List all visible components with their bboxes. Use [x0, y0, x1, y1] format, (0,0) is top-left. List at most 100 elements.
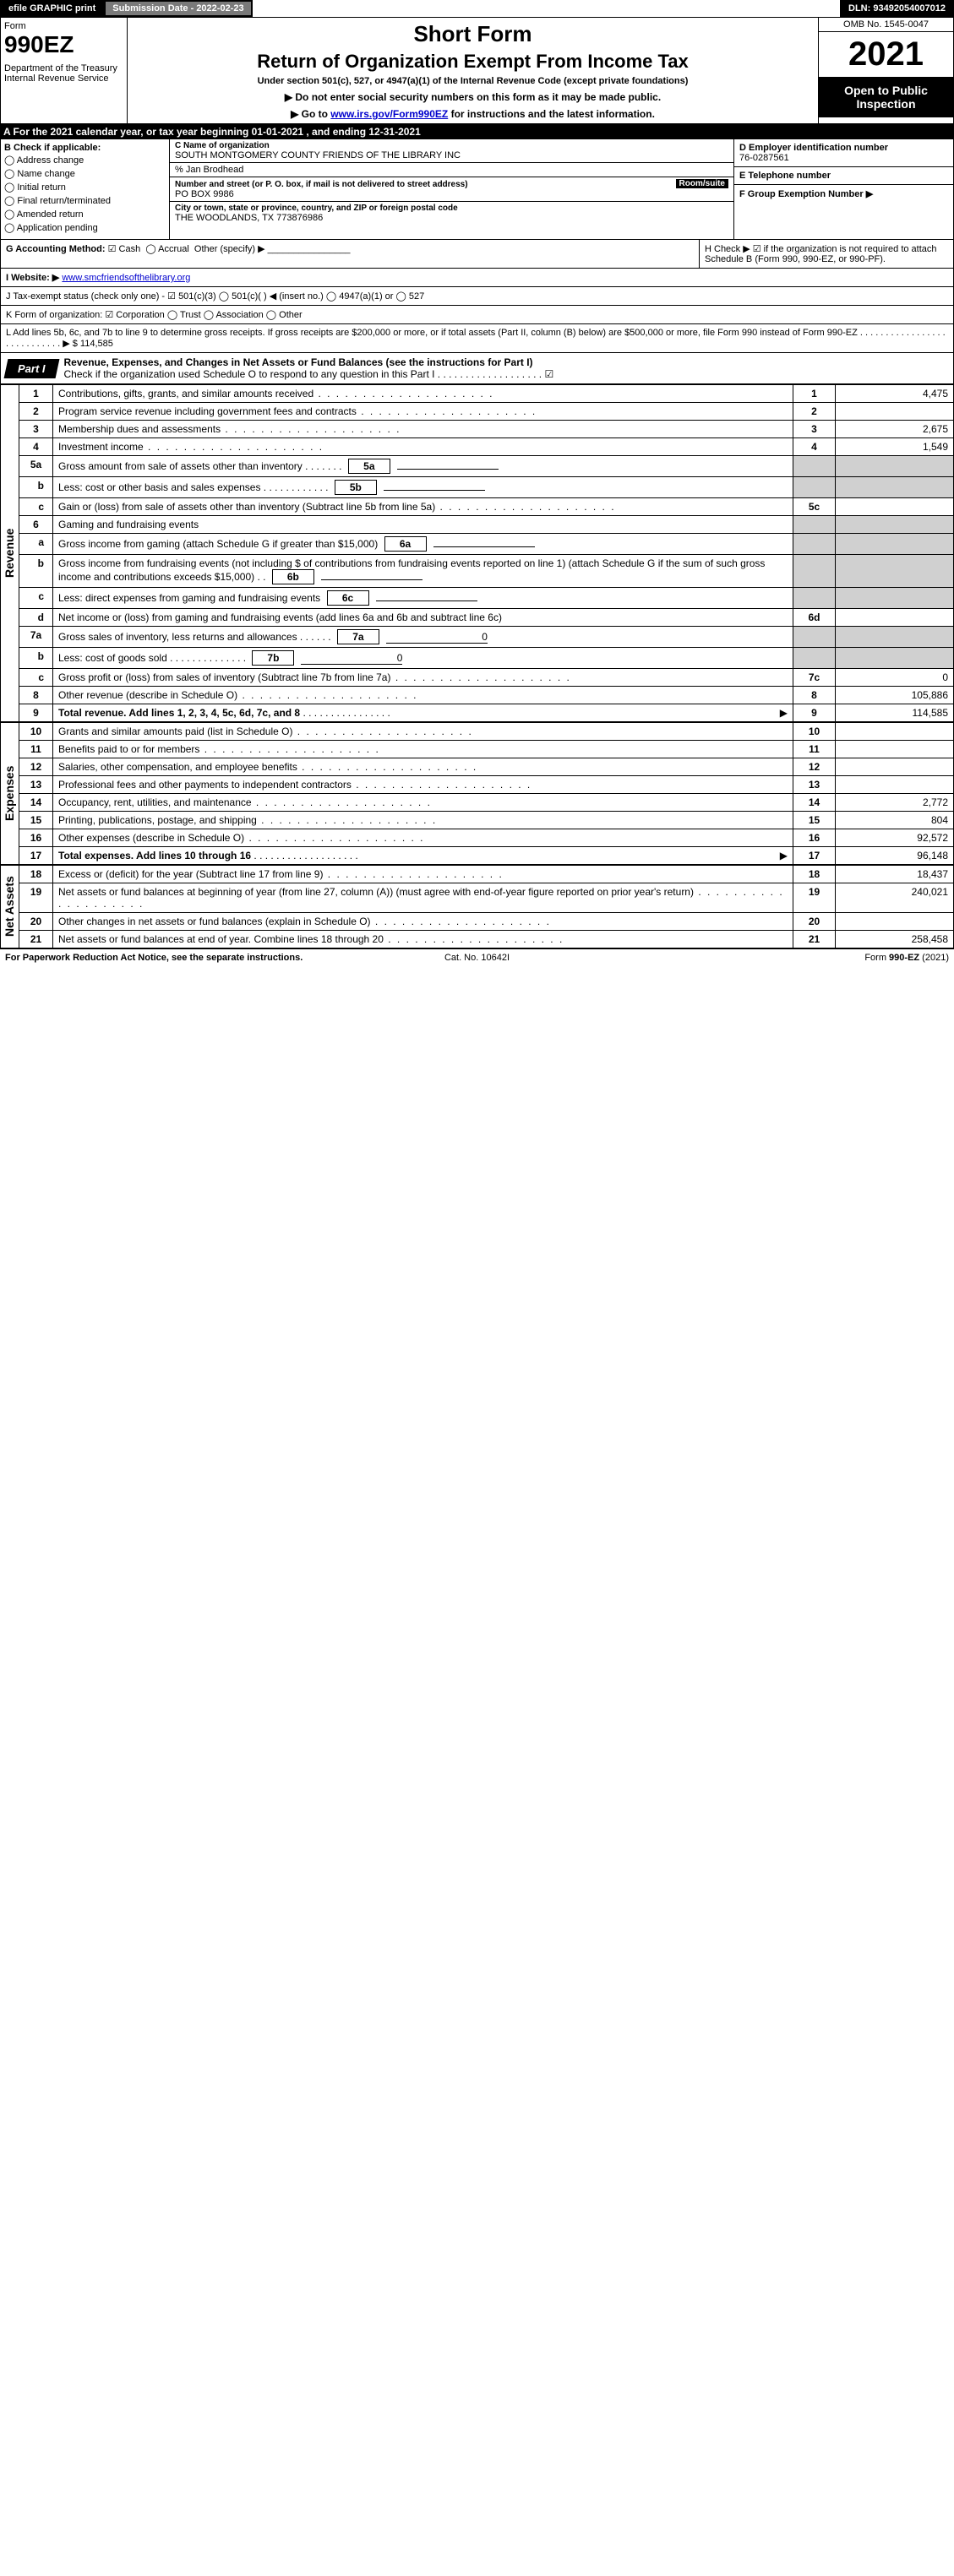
subtitle-3: ▶ Go to www.irs.gov/Form990EZ for instru…: [134, 108, 811, 120]
subtitle-2: ▶ Do not enter social security numbers o…: [134, 91, 811, 103]
l18-n: 18: [19, 866, 53, 883]
l12-ln: 12: [793, 758, 836, 776]
l9-arrow: ▶: [780, 707, 788, 719]
website-link[interactable]: www.smcfriendsofthelibrary.org: [62, 273, 190, 283]
irs-link[interactable]: www.irs.gov/Form990EZ: [330, 108, 448, 120]
line-19: 19Net assets or fund balances at beginni…: [19, 883, 954, 913]
l8-d: Other revenue (describe in Schedule O): [53, 687, 793, 704]
l6a-bamt: [433, 546, 535, 547]
l8-ln: 8: [793, 687, 836, 704]
l9-txt: Total revenue. Add lines 1, 2, 3, 4, 5c,…: [58, 707, 300, 719]
row-k: K Form of organization: ☑ Corporation ◯ …: [0, 306, 954, 324]
tel-lbl: E Telephone number: [739, 171, 948, 181]
l12-n: 12: [19, 758, 53, 776]
l5b-d: Less: cost or other basis and sales expe…: [53, 477, 793, 498]
org-name-line: C Name of organization SOUTH MONTGOMERY …: [170, 139, 733, 163]
l6a-d: Gross income from gaming (attach Schedul…: [53, 534, 793, 555]
line-7c: cGross profit or (loss) from sales of in…: [19, 669, 954, 687]
l7b-d: Less: cost of goods sold . . . . . . . .…: [53, 648, 793, 669]
l7c-d: Gross profit or (loss) from sales of inv…: [53, 669, 793, 687]
l13-d: Professional fees and other payments to …: [53, 776, 793, 794]
l6-d: Gaming and fundraising events: [53, 516, 793, 534]
line-18: 18Excess or (deficit) for the year (Subt…: [19, 866, 954, 883]
l7b-amt: [836, 648, 954, 669]
l3-n: 3: [19, 421, 53, 438]
cb-address[interactable]: ◯ Address change: [4, 155, 166, 166]
netassets-side-txt: Net Assets: [1, 866, 18, 948]
l7b-bamt: 0: [301, 652, 402, 665]
cb-name[interactable]: ◯ Name change: [4, 168, 166, 180]
line-5b: bLess: cost or other basis and sales exp…: [19, 477, 954, 498]
l14-amt: 2,772: [836, 794, 954, 812]
l3-ln: 3: [793, 421, 836, 438]
l5a-amt: [836, 456, 954, 477]
l6d-d: Net income or (loss) from gaming and fun…: [53, 609, 793, 627]
l14-n: 14: [19, 794, 53, 812]
cb-amended[interactable]: ◯ Amended return: [4, 209, 166, 220]
line-5c: cGain or (loss) from sale of assets othe…: [19, 498, 954, 516]
open-public: Open to Public Inspection: [819, 77, 953, 117]
l6c-box: 6c: [327, 590, 369, 606]
row-l: L Add lines 5b, 6c, and 7b to line 9 to …: [0, 324, 954, 353]
l17-n: 17: [19, 847, 53, 865]
l20-ln: 20: [793, 913, 836, 931]
g-cash: Cash: [119, 244, 141, 254]
form-number: 990EZ: [4, 31, 123, 58]
l13-ln: 13: [793, 776, 836, 794]
l6c-d: Less: direct expenses from gaming and fu…: [53, 588, 793, 609]
l7c-amt: 0: [836, 669, 954, 687]
l5a-bamt: [397, 469, 499, 470]
l20-d: Other changes in net assets or fund bala…: [53, 913, 793, 931]
col-b: B Check if applicable: ◯ Address change …: [1, 139, 170, 239]
line-7a: 7aGross sales of inventory, less returns…: [19, 627, 954, 648]
l6a-n: a: [19, 534, 53, 555]
line-11: 11Benefits paid to or for members11: [19, 741, 954, 758]
l17-arrow: ▶: [780, 850, 788, 861]
l1-n: 1: [19, 385, 53, 403]
l4-n: 4: [19, 438, 53, 456]
expenses-table: 10Grants and similar amounts paid (list …: [19, 722, 954, 865]
netassets-side: Net Assets: [0, 865, 19, 948]
footer-mid: Cat. No. 10642I: [319, 953, 634, 963]
l7a-txt: Gross sales of inventory, less returns a…: [58, 631, 297, 643]
l9-ln: 9: [793, 704, 836, 722]
cb-pending[interactable]: ◯ Application pending: [4, 222, 166, 234]
l16-ln: 16: [793, 829, 836, 847]
l7a-d: Gross sales of inventory, less returns a…: [53, 627, 793, 648]
l6a-txt: Gross income from gaming (attach Schedul…: [58, 538, 378, 550]
l7b-n: b: [19, 648, 53, 669]
l21-n: 21: [19, 931, 53, 948]
l9-n: 9: [19, 704, 53, 722]
l20-n: 20: [19, 913, 53, 931]
l6c-amt: [836, 588, 954, 609]
part1-header: Part I Revenue, Expenses, and Changes in…: [0, 353, 954, 384]
line-6b: bGross income from fundraising events (n…: [19, 555, 954, 588]
ein: 76-0287561: [739, 153, 948, 163]
expenses-side: Expenses: [0, 722, 19, 865]
l7c-ln: 7c: [793, 669, 836, 687]
g-accrual: Accrual: [158, 244, 189, 254]
netassets-table: 18Excess or (deficit) for the year (Subt…: [19, 865, 954, 948]
section-b: B Check if applicable: ◯ Address change …: [0, 139, 954, 240]
line-6c: cLess: direct expenses from gaming and f…: [19, 588, 954, 609]
col-c: C Name of organization SOUTH MONTGOMERY …: [170, 139, 733, 239]
part1-tab-txt: Part I: [18, 362, 46, 375]
l10-d: Grants and similar amounts paid (list in…: [53, 723, 793, 741]
l1-d: Contributions, gifts, grants, and simila…: [53, 385, 793, 403]
col-b-hdr: B Check if applicable:: [4, 143, 166, 153]
cb-final[interactable]: ◯ Final return/terminated: [4, 195, 166, 207]
l10-n: 10: [19, 723, 53, 741]
revenue-side-txt: Revenue: [1, 385, 18, 721]
efile-label[interactable]: efile GRAPHIC print: [0, 0, 104, 17]
g-other: Other (specify) ▶: [194, 244, 265, 254]
l7b-ln: [793, 648, 836, 669]
l9-d: Total revenue. Add lines 1, 2, 3, 4, 5c,…: [53, 704, 793, 722]
line-20: 20Other changes in net assets or fund ba…: [19, 913, 954, 931]
line-1: 1Contributions, gifts, grants, and simil…: [19, 385, 954, 403]
l17-amt: 96,148: [836, 847, 954, 865]
l17-txt: Total expenses. Add lines 10 through 16: [58, 850, 251, 861]
cb-initial[interactable]: ◯ Initial return: [4, 182, 166, 193]
l21-ln: 21: [793, 931, 836, 948]
tel-cell: E Telephone number: [734, 167, 953, 185]
line-6d: dNet income or (loss) from gaming and fu…: [19, 609, 954, 627]
